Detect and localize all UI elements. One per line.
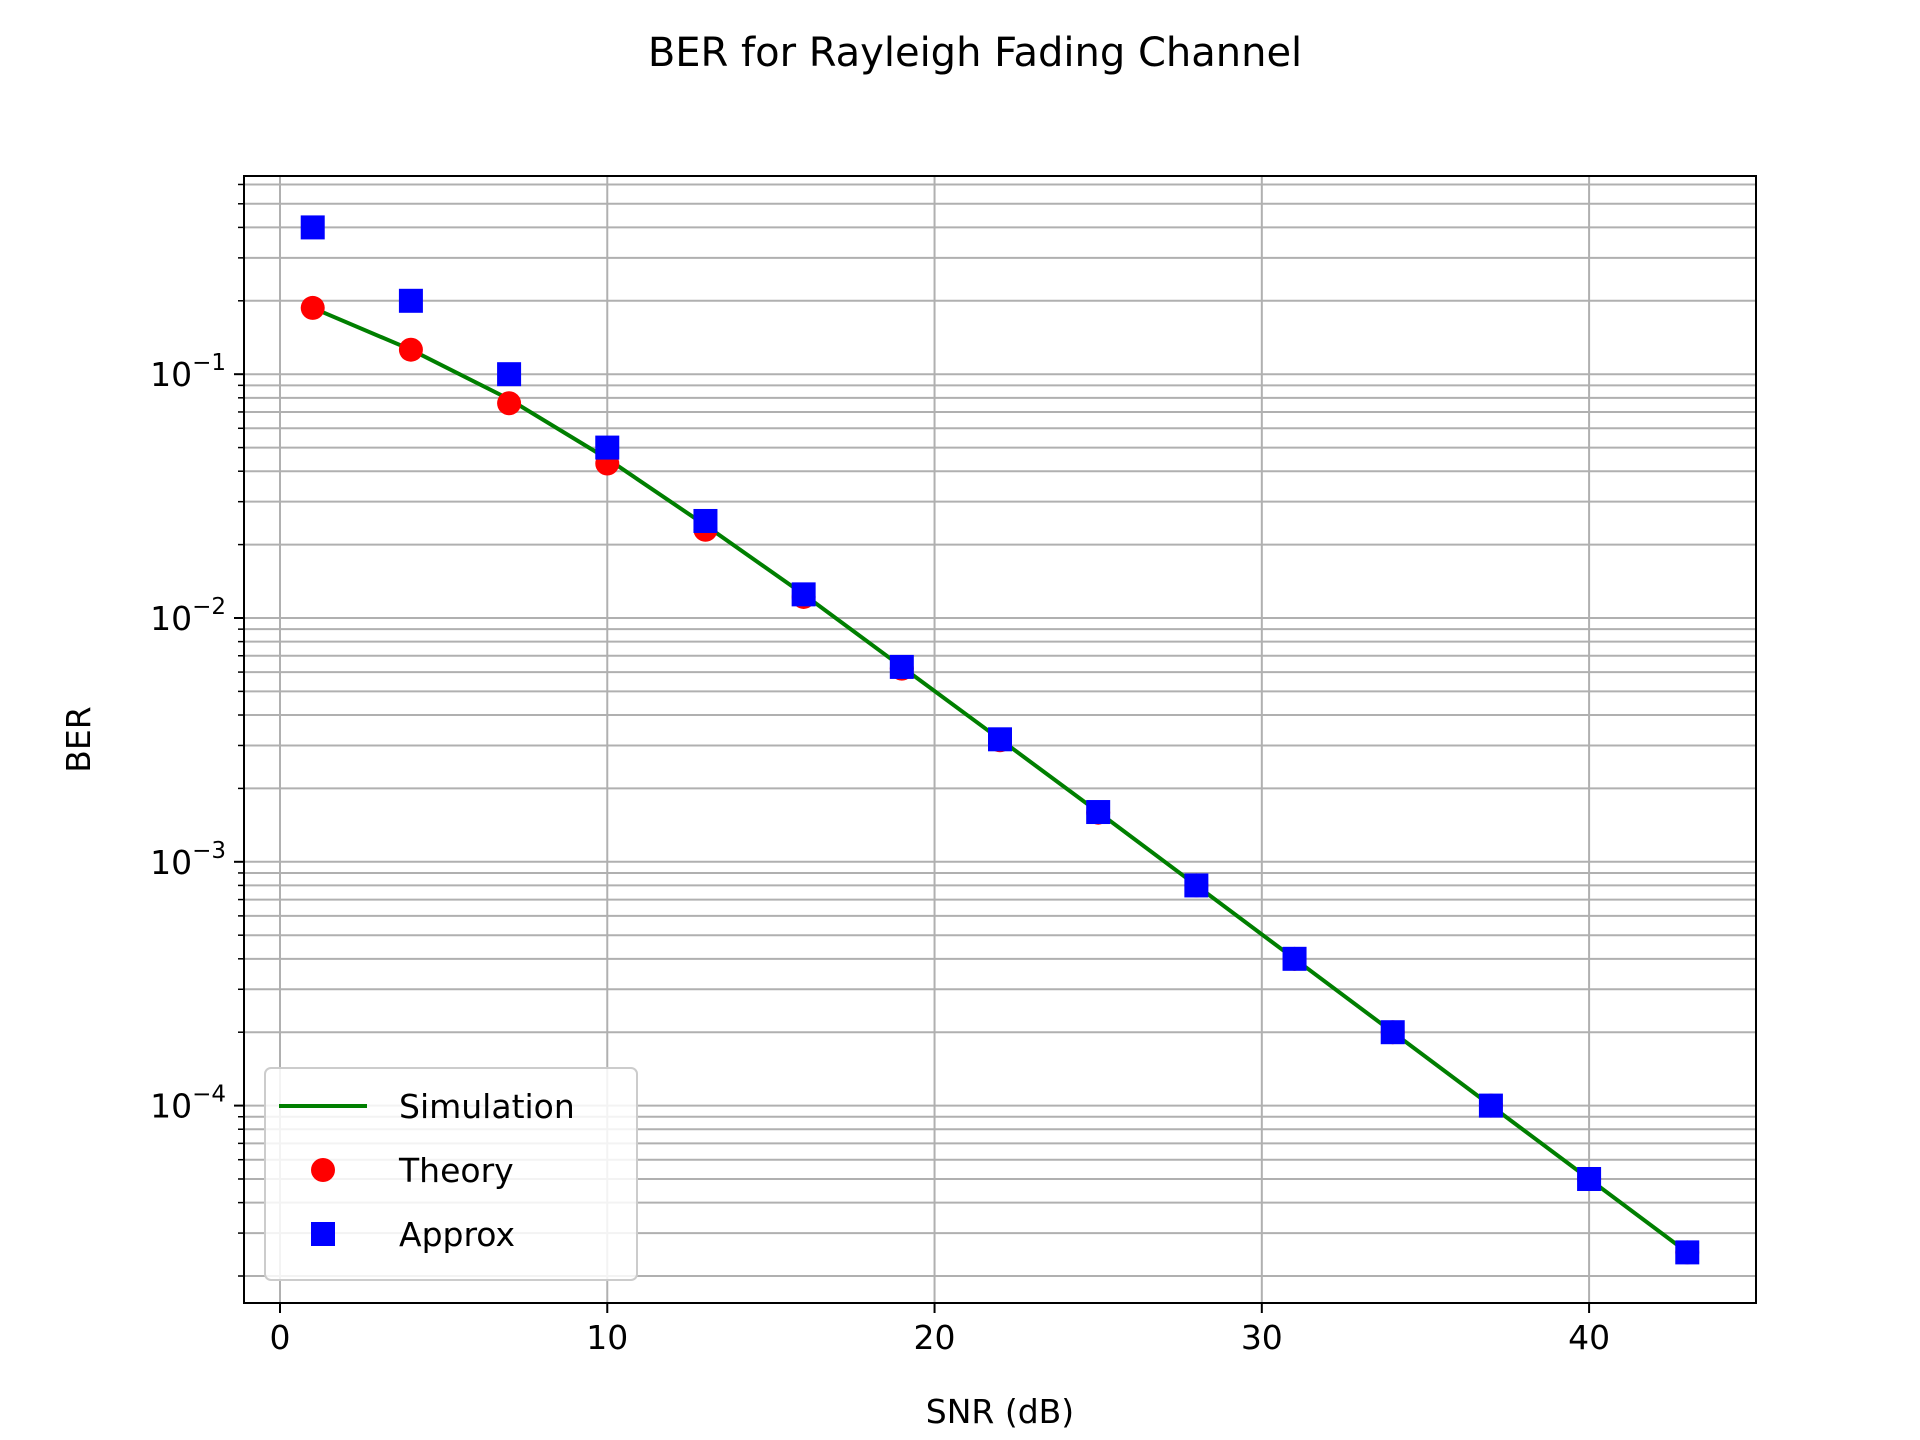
approx-series [300, 215, 1700, 1265]
y-tick-label: 10−3 [150, 838, 226, 882]
approx-point [1478, 1093, 1503, 1118]
legend-label-simulation: Simulation [399, 1087, 575, 1126]
x-axis-label: SNR (dB) [926, 1392, 1074, 1431]
legend-box [264, 1067, 638, 1281]
approx-point [497, 362, 522, 387]
legend-label-approx: Approx [399, 1215, 515, 1254]
approx-point [693, 508, 718, 533]
approx-point [988, 727, 1012, 752]
legend-item-simulation: Simulation [279, 1087, 575, 1126]
y-tick-label: 10−4 [150, 1082, 226, 1126]
y-axis-label: BER [59, 706, 98, 772]
approx-point [300, 215, 325, 240]
legend-label-theory: Theory [398, 1151, 514, 1190]
approx-point [1086, 800, 1111, 825]
x-tick-label: 40 [1568, 1318, 1610, 1357]
legend-swatch-theory [311, 1158, 335, 1182]
y-tick-label: 10−1 [150, 350, 226, 394]
series-layer [300, 215, 1700, 1265]
approx-point [791, 582, 816, 607]
theory-point [497, 391, 522, 416]
approx-point [1184, 873, 1209, 898]
x-tick-label: 20 [914, 1318, 956, 1357]
approx-point [398, 288, 423, 313]
theory-point [398, 337, 423, 362]
approx-point [1380, 1020, 1405, 1045]
tick-layer: 0 10 20 30 40 10−4 10−3 10−2 10−1 [150, 183, 1610, 1357]
y-tick-label: 10−2 [150, 594, 226, 638]
chart-title: BER for Rayleigh Fading Channel [648, 30, 1302, 76]
plot-frame [243, 175, 1757, 1304]
x-tick-label: 0 [270, 1318, 291, 1357]
approx-point [595, 435, 620, 460]
approx-point [1577, 1166, 1602, 1191]
theory-point [300, 295, 325, 320]
legend: Simulation Theory Approx [264, 1067, 638, 1281]
approx-point [889, 654, 914, 679]
x-tick-label: 10 [586, 1318, 628, 1357]
approx-point [1282, 946, 1307, 971]
legend-item-theory: Theory [311, 1151, 514, 1190]
x-tick-label: 30 [1241, 1318, 1283, 1357]
approx-point [1675, 1240, 1700, 1265]
legend-swatch-approx [311, 1222, 335, 1246]
legend-item-approx: Approx [311, 1215, 515, 1254]
